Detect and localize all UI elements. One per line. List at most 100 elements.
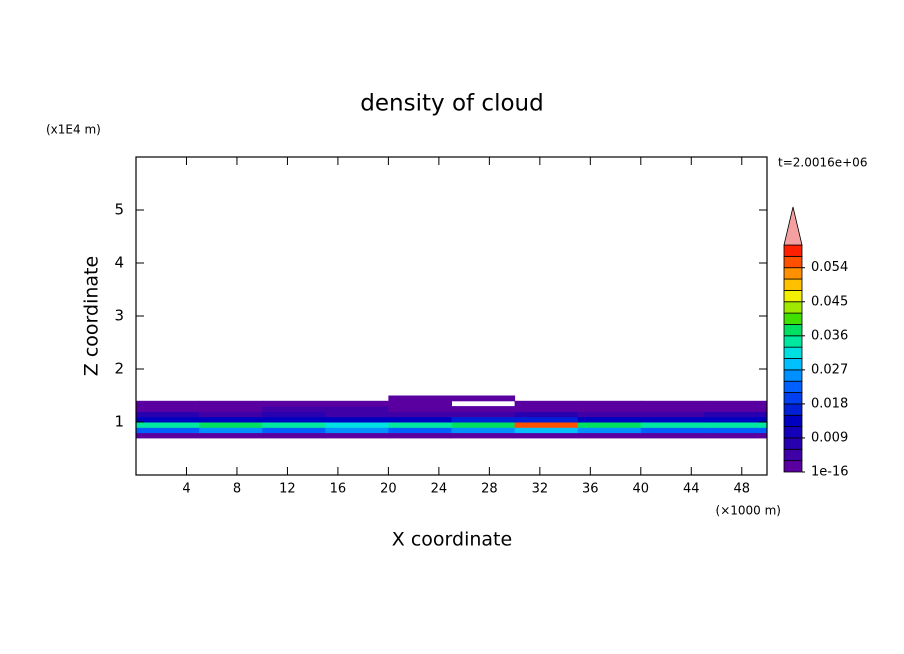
contour-cell — [514, 416, 579, 423]
contour-cell — [703, 432, 768, 439]
x-axis-label: X coordinate — [392, 529, 512, 551]
contour-cell — [514, 427, 579, 434]
contour-cell — [199, 416, 263, 423]
contour-cell — [514, 422, 579, 428]
colorbar-tick-label: 0.027 — [811, 362, 848, 377]
contour-cell — [388, 422, 452, 428]
contour-cell — [451, 411, 516, 418]
contour-cell — [514, 400, 579, 407]
colorbar-band — [783, 301, 803, 314]
contour-cell — [577, 411, 642, 418]
contour-cell — [199, 411, 263, 418]
x-tick-label: 28 — [481, 482, 498, 497]
contour-cell — [451, 432, 516, 439]
contour-cell — [136, 416, 200, 423]
contour-cell — [199, 432, 263, 439]
contour-cell — [640, 427, 705, 434]
colorbar-tick-label: 0.054 — [811, 260, 848, 275]
colorbar-band — [783, 392, 803, 405]
contour-cell — [577, 400, 642, 407]
colorbar-band — [783, 448, 803, 462]
x-unit: (×1000 m) — [716, 504, 781, 518]
colorbar-band — [783, 414, 803, 428]
contour-cell — [703, 400, 768, 407]
contour-cell — [451, 427, 516, 434]
x-tick-label: 20 — [380, 482, 397, 497]
x-tick-label: 16 — [330, 482, 347, 497]
colorbar-band — [783, 437, 803, 450]
contour-cell — [577, 422, 642, 428]
colorbar-band — [783, 460, 803, 473]
contour-cell — [577, 427, 642, 434]
contour-cell — [262, 432, 326, 439]
contour-cell — [451, 406, 516, 412]
contour-cell — [388, 411, 452, 418]
contour-cell — [325, 396, 389, 402]
contour-cell — [388, 395, 452, 402]
colorbar-tick-label: 0.009 — [811, 430, 848, 445]
colorbar-band — [783, 267, 803, 280]
contour-cell — [451, 422, 516, 428]
contour-cell — [136, 396, 200, 402]
time-label: t=2.0016e+06 — [778, 156, 867, 170]
contour-cell — [325, 427, 389, 434]
contour-cell — [136, 432, 200, 439]
contour-cell — [388, 406, 452, 412]
y-tick-label: 5 — [114, 201, 124, 219]
contour-cell — [388, 400, 452, 407]
contour-cell — [136, 422, 200, 428]
y-tick-label: 2 — [114, 360, 124, 378]
contour-cell — [641, 396, 705, 402]
contour-cell — [577, 406, 642, 412]
contour-cell — [325, 416, 389, 423]
colorbar-band — [783, 255, 803, 269]
x-tick-label: 40 — [633, 482, 650, 497]
contour-cell — [578, 396, 642, 402]
contour-cell — [452, 401, 516, 407]
y-tick-label: 1 — [114, 413, 124, 431]
contour-cell — [262, 406, 326, 412]
contour-cell — [451, 395, 516, 402]
contour-cell — [199, 396, 263, 402]
contour-cell — [577, 432, 642, 439]
contour-cell — [262, 427, 326, 434]
colorbar-band — [783, 335, 803, 348]
y-axis-label: Z coordinate — [81, 256, 103, 376]
contour-cell — [262, 422, 326, 428]
contour-cell — [136, 411, 200, 418]
x-tick-label: 24 — [431, 482, 448, 497]
contour-cell — [704, 396, 768, 402]
contour-cell — [136, 427, 200, 434]
contour-cell — [325, 432, 389, 439]
y-tick-label: 4 — [114, 254, 124, 272]
colorbar-band — [783, 346, 803, 359]
colorbar-band — [783, 369, 803, 382]
colorbar-tick-label: 0.018 — [811, 396, 848, 411]
contour-cell — [703, 427, 768, 434]
x-tick-label: 44 — [683, 482, 700, 497]
contour-cell — [262, 416, 326, 423]
contour-cell — [703, 422, 768, 428]
contour-cell — [640, 432, 705, 439]
contour-cell — [577, 416, 642, 423]
contour-cell — [388, 416, 452, 423]
contour-cell — [199, 400, 263, 407]
contour-cell — [514, 432, 579, 439]
colorbar-band — [783, 289, 803, 303]
contour-cell — [136, 400, 200, 407]
x-tick-label: 36 — [582, 482, 599, 497]
chart-title: density of cloud — [360, 91, 543, 117]
colorbar-band — [783, 380, 803, 393]
colorbar-band — [783, 426, 803, 439]
contour-cell — [514, 406, 579, 412]
contour-cell — [388, 427, 452, 434]
x-tick-label: 8 — [233, 482, 241, 497]
x-tick-label: 4 — [182, 482, 190, 497]
y-tick-label: 3 — [114, 307, 124, 325]
contour-cell — [136, 406, 200, 412]
colorbar-over — [783, 206, 803, 246]
contour-cell — [262, 396, 326, 402]
contour-cell — [640, 416, 705, 423]
contour-cell — [199, 427, 263, 434]
